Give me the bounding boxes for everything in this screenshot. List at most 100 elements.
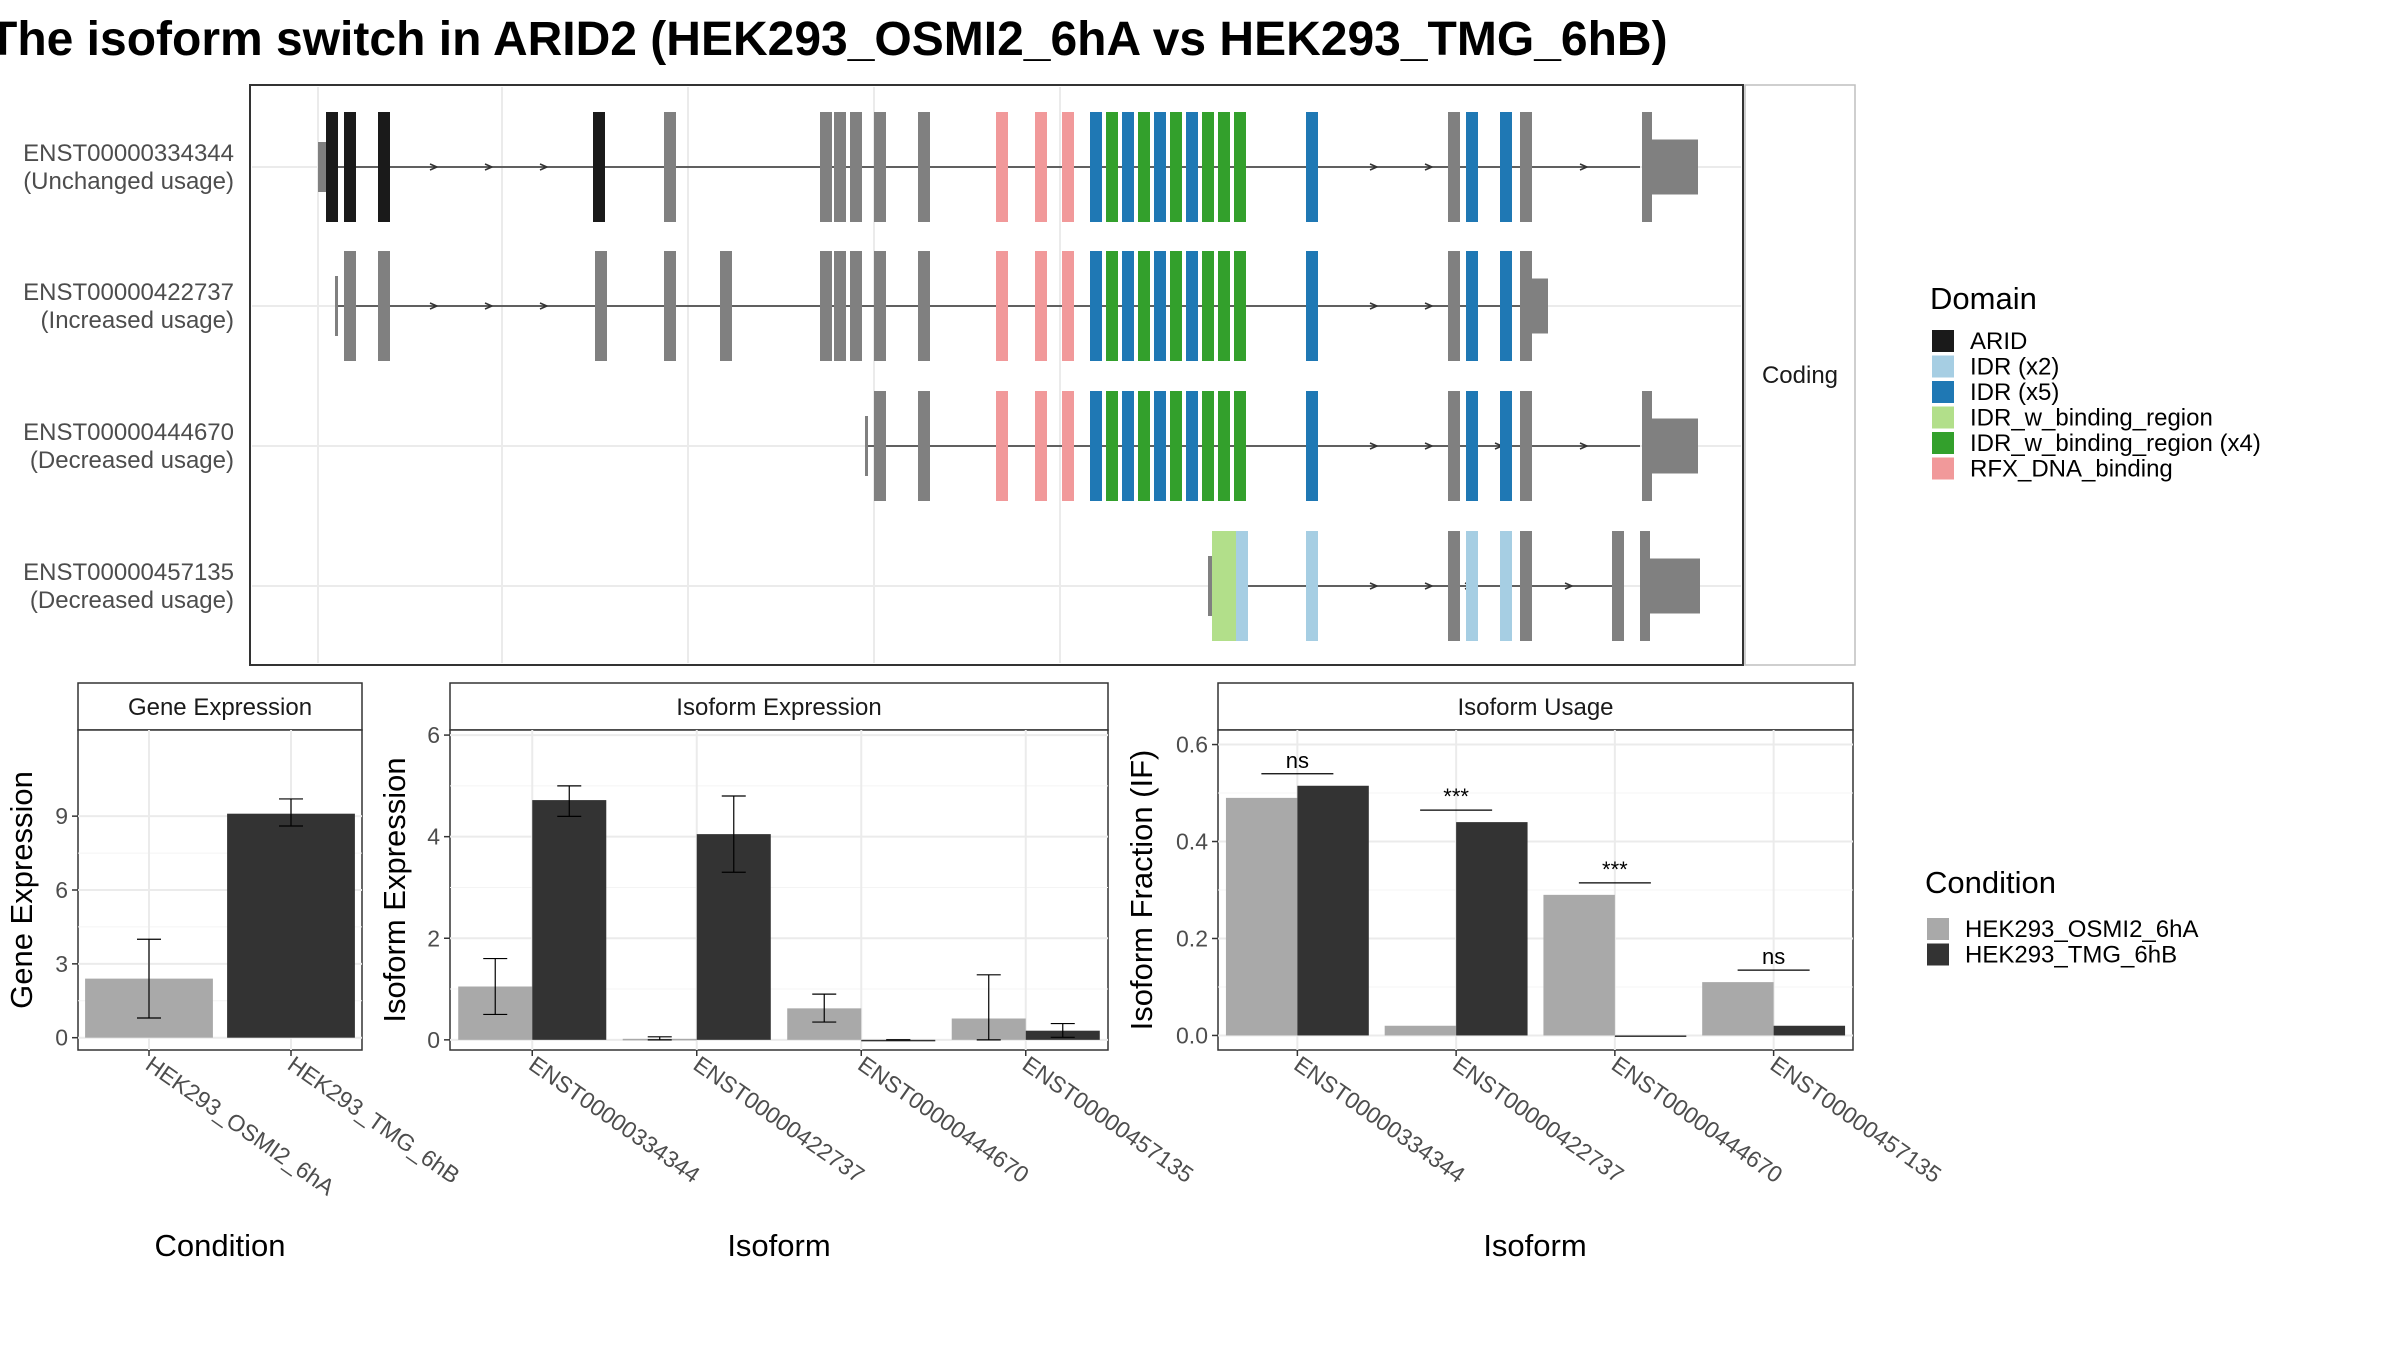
exon <box>1218 251 1230 361</box>
isoform-expression-chart: Isoform Expression0246ENST00000334344ENS… <box>377 682 1198 1263</box>
isoform-usage-label: (Increased usage) <box>41 307 234 334</box>
exon <box>1306 391 1318 501</box>
exon <box>1218 391 1230 501</box>
direction-arrow <box>1369 442 1379 450</box>
bar <box>1543 894 1615 1036</box>
exon <box>1306 112 1318 222</box>
x-axis-title: Isoform <box>727 1228 830 1263</box>
x-tick-label: ENST00000444670 <box>1607 1051 1787 1188</box>
exon <box>1122 112 1134 222</box>
panel-strip <box>449 682 1109 731</box>
exon <box>1062 112 1074 222</box>
exon <box>1202 391 1214 501</box>
exon <box>850 251 862 361</box>
exon <box>1466 251 1478 361</box>
x-tick-label: ENST00000422737 <box>689 1051 869 1188</box>
condition-legend-title: Condition <box>1925 865 2056 900</box>
exon <box>834 251 846 361</box>
direction-arrow <box>1369 582 1379 590</box>
isoform-usage-label: (Unchanged usage) <box>23 168 234 195</box>
y-axis-title: Gene Expression <box>4 771 39 1009</box>
exon <box>664 251 676 361</box>
direction-arrow <box>429 163 439 171</box>
exon <box>996 251 1008 361</box>
panel-strip <box>77 682 363 731</box>
utr-segment <box>865 416 868 476</box>
y-tick-label: 0.2 <box>1176 925 1208 951</box>
domain-legend-title: Domain <box>1930 281 2037 316</box>
exon <box>1106 251 1118 361</box>
legend-label: IDR_w_binding_region (x4) <box>1970 430 2261 457</box>
panel-title: Gene Expression <box>128 694 312 721</box>
y-tick-label: 0 <box>427 1027 440 1053</box>
x-axis-title: Isoform <box>1483 1228 1586 1263</box>
exon <box>1138 251 1150 361</box>
y-tick-label: 6 <box>55 877 68 903</box>
exon <box>1138 391 1150 501</box>
transcript-track <box>865 391 1698 501</box>
x-tick-label: ENST00000422737 <box>1448 1051 1628 1188</box>
exon <box>1466 112 1478 222</box>
panel-strip <box>1217 682 1854 731</box>
exon <box>1466 391 1478 501</box>
utr-segment <box>1650 139 1698 195</box>
structure-facet-strip <box>1744 84 1856 666</box>
exon <box>1186 112 1198 222</box>
exon <box>1202 112 1214 222</box>
exon <box>720 251 732 361</box>
legend-key <box>1927 918 1949 940</box>
isoform-usage-label: (Decreased usage) <box>30 587 234 614</box>
direction-arrow <box>1564 582 1574 590</box>
significance-label: ns <box>1286 748 1309 773</box>
exon <box>1170 391 1182 501</box>
legend-label: HEK293_OSMI2_6hA <box>1965 916 2198 943</box>
exon <box>326 112 338 222</box>
exon <box>1062 391 1074 501</box>
exon <box>378 251 390 361</box>
exon <box>874 251 886 361</box>
legend-label: HEK293_TMG_6hB <box>1965 942 2177 969</box>
exon <box>1640 531 1650 641</box>
y-axis-title: Isoform Fraction (IF) <box>1124 750 1159 1031</box>
y-axis-title: Isoform Expression <box>377 757 412 1022</box>
exon <box>1522 251 1532 361</box>
legend-label: RFX_DNA_binding <box>1970 456 2173 483</box>
legend-key <box>1932 381 1954 403</box>
y-tick-label: 0.4 <box>1176 829 1208 855</box>
transcript-track <box>1208 531 1700 641</box>
bar <box>861 1039 936 1042</box>
legend-key <box>1932 432 1954 454</box>
exon <box>1186 391 1198 501</box>
exon <box>1448 391 1460 501</box>
exon <box>1212 531 1224 641</box>
exon <box>1306 251 1318 361</box>
exon <box>1090 112 1102 222</box>
exon <box>1202 251 1214 361</box>
legend-key <box>1932 406 1954 429</box>
direction-arrow <box>539 302 549 310</box>
exon <box>1612 531 1624 641</box>
exon <box>1520 531 1532 641</box>
direction-arrow <box>1369 163 1379 171</box>
structure-tracks <box>318 112 1700 641</box>
bar <box>1456 822 1528 1036</box>
figure-title: The isoform switch in ARID2 (HEK293_OSMI… <box>0 13 1668 66</box>
exon <box>1106 112 1118 222</box>
exon <box>1500 391 1512 501</box>
bar <box>1384 1025 1457 1036</box>
direction-arrow <box>1369 302 1379 310</box>
x-axis-title: Condition <box>155 1228 286 1263</box>
significance-label: *** <box>1443 784 1469 809</box>
exon <box>378 112 390 222</box>
exon <box>834 112 846 222</box>
utr-segment <box>335 276 338 336</box>
exon <box>344 112 356 222</box>
exon <box>1234 391 1246 501</box>
exon <box>1306 531 1318 641</box>
exon <box>1448 112 1460 222</box>
utr-segment <box>1650 418 1698 474</box>
legend-label: IDR (x5) <box>1970 379 2059 406</box>
direction-arrow <box>1424 582 1434 590</box>
